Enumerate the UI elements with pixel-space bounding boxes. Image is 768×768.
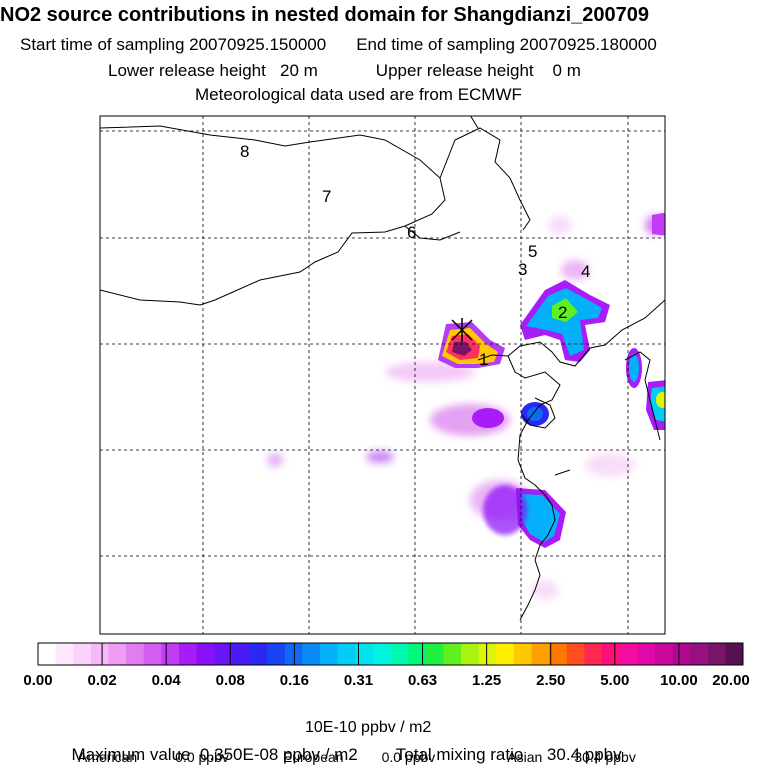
colorbar-swatch <box>725 643 744 665</box>
concentration-field <box>267 212 665 600</box>
colorbar-swatch <box>179 643 198 665</box>
colorbar-swatch <box>619 643 638 665</box>
colorbar-swatch <box>267 643 286 665</box>
sampling-times: Start time of sampling 20070925.150000 En… <box>20 35 657 55</box>
site-label-5: 5 <box>528 242 537 261</box>
upper-release-height: Upper release height 0 m <box>375 61 581 80</box>
site-label-1: 1 <box>479 350 488 369</box>
colorbar-swatch <box>90 643 109 665</box>
colorbar-swatch <box>443 643 462 665</box>
map-frame <box>99 115 666 635</box>
colorbar-swatch <box>355 643 374 665</box>
colorbar-tick-label: 0.63 <box>408 672 437 689</box>
colorbar-swatch <box>408 643 427 665</box>
total-mixing-ratio: Total mixing ratio 30.4 ppbv <box>395 745 622 764</box>
colorbar-swatch <box>566 643 585 665</box>
european-label: European <box>282 749 344 765</box>
colorbar-tick-label: 0.08 <box>216 672 245 689</box>
colorbar-swatch <box>284 643 303 665</box>
colorbar-tick-label: 10.00 <box>660 672 698 689</box>
colorbar-swatch <box>654 643 673 665</box>
colorbar-tick-label: 0.04 <box>152 672 182 689</box>
colorbar-swatch <box>55 643 74 665</box>
colorbar-swatch <box>672 643 691 665</box>
site-label-8: 8 <box>240 142 249 161</box>
coastlines <box>100 116 665 621</box>
colorbar-swatch <box>372 643 391 665</box>
summary-line: Maximum value 0.350E-08 ppbv / m2 Total m… <box>62 725 622 765</box>
colorbar-swatch <box>320 643 339 665</box>
asian-value: 30.4 ppbv <box>574 749 636 765</box>
colorbar-swatch <box>584 643 603 665</box>
colorbar-tick-label: 0.00 <box>23 672 52 689</box>
colorbar-tick-label: 5.00 <box>600 672 629 689</box>
colorbar-swatch <box>249 643 268 665</box>
lower-release-height: Lower release height 20 m <box>108 61 318 80</box>
colorbar-swatch <box>513 643 532 665</box>
colorbar-unit: 10E-10 ppbv / m2 <box>305 719 432 736</box>
colorbar-swatch <box>637 643 656 665</box>
colorbar-swatch <box>126 643 145 665</box>
colorbar-ticks <box>37 643 744 665</box>
american-label: American <box>78 749 138 765</box>
site-label-4: 4 <box>581 262 590 281</box>
site-labels: 1 2 3 4 5 6 7 8 <box>240 142 590 369</box>
colorbar-swatch <box>214 643 233 665</box>
site-label-6: 6 <box>407 223 416 242</box>
colorbar-swatch <box>461 643 480 665</box>
colorbar-tick-label: 1.25 <box>472 672 501 689</box>
colorbar-swatch <box>143 643 162 665</box>
colorbar-swatch <box>108 643 127 665</box>
colorbar-labels: 0.00 0.02 0.04 0.08 0.16 0.31 0.63 1.25 2.50 5.00… <box>23 672 749 689</box>
colorbar-swatch <box>425 643 444 665</box>
colorbar-swatch <box>337 643 356 665</box>
release-heights: Lower release height 20 m Upper release h… <box>108 61 581 81</box>
site-label-2: 2 <box>558 303 567 322</box>
colorbar-tick-label: 0.02 <box>87 672 116 689</box>
colorbar-tick-label: 0.16 <box>280 672 309 689</box>
colorbar-swatch <box>690 643 709 665</box>
colorbar-swatch <box>161 643 180 665</box>
colorbar-tick-label: 0.31 <box>344 672 373 689</box>
colorbar-swatch <box>496 643 515 665</box>
colorbar-swatch <box>73 643 92 665</box>
colorbar-swatch <box>231 643 250 665</box>
site-label-7: 7 <box>322 187 331 206</box>
european-value: 0.0 ppbv <box>381 749 436 765</box>
end-time: End time of sampling 20070925.180000 <box>356 35 657 54</box>
colorbar-swatch <box>302 643 321 665</box>
colorbar-swatch <box>549 643 568 665</box>
chart-title: NO2 source contributions in nested domai… <box>0 4 650 26</box>
colorbar-tick-label: 20.00 <box>712 672 750 689</box>
colorbar-swatch <box>531 643 550 665</box>
met-data-label: Meteorological data used are from ECMWF <box>195 85 522 104</box>
site-label-3: 3 <box>518 260 527 279</box>
cross-icon <box>451 318 473 342</box>
colorbar-swatch <box>38 643 57 665</box>
colorbar-tick-label: 2.50 <box>536 672 565 689</box>
source-breakdown: American 0.0 ppbv European 0.0 ppbv Asian 30.… <box>78 749 636 765</box>
colorbar-swatch <box>707 643 726 665</box>
american-value: 0.0 ppbv <box>175 749 229 765</box>
colorbar-swatches <box>37 642 744 666</box>
maximum-value: Maximum value 0.350E-08 ppbv / m2 <box>71 745 358 764</box>
colorbar-swatch <box>602 643 621 665</box>
colorbar-swatch <box>478 643 497 665</box>
colorbar-swatch <box>390 643 409 665</box>
start-time: Start time of sampling 20070925.150000 <box>20 35 327 54</box>
asian-label: Asian <box>507 749 543 765</box>
colorbar-swatch <box>196 643 215 665</box>
